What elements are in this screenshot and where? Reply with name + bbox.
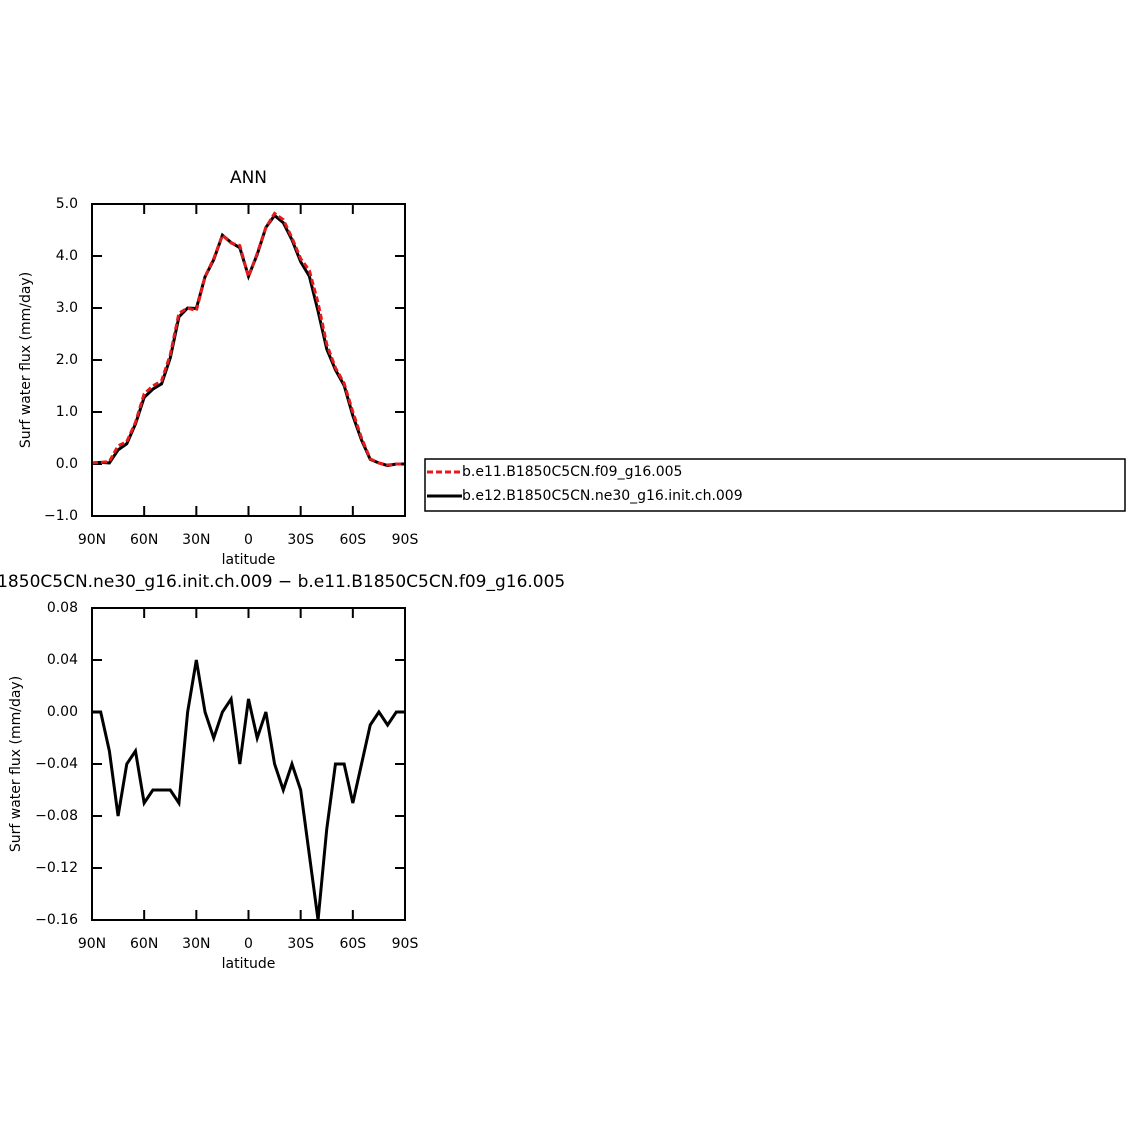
- x-tick-label: 30S: [287, 936, 314, 952]
- plot-frame: [91, 607, 406, 921]
- y-tick-label: 3.0: [56, 300, 78, 316]
- y-tick-label: −0.16: [35, 912, 78, 928]
- y-tick-label: 1.0: [56, 404, 78, 420]
- data-line: [92, 659, 405, 921]
- y-axis-label: Surf water flux (mm/day): [8, 676, 24, 852]
- y-tick-label: −0.08: [35, 808, 78, 824]
- plot-frame: [91, 203, 406, 517]
- y-axis-label: Surf water flux (mm/day): [18, 272, 34, 448]
- x-tick-label: 30N: [182, 532, 210, 548]
- x-tick-label: 30S: [287, 532, 314, 548]
- x-axis-label: latitude: [222, 552, 276, 568]
- x-tick-label: 0: [244, 936, 253, 952]
- y-tick-label: −0.04: [35, 756, 78, 772]
- y-tick-label: 0.04: [47, 652, 78, 668]
- y-tick-label: 5.0: [56, 196, 78, 212]
- x-tick-label: 60S: [339, 532, 366, 548]
- x-axis-label: latitude: [222, 956, 276, 972]
- x-tick-label: 90S: [392, 532, 419, 548]
- y-tick-label: 0.0: [56, 456, 78, 472]
- y-tick-label: −1.0: [44, 508, 78, 524]
- x-tick-label: 60N: [130, 532, 158, 548]
- y-tick-label: 4.0: [56, 248, 78, 264]
- legend-label: b.e11.B1850C5CN.f09_g16.005: [462, 464, 682, 480]
- chart-title: ANN: [230, 168, 267, 188]
- x-tick-label: 90N: [78, 532, 106, 548]
- legend-label: b.e12.B1850C5CN.ne30_g16.init.ch.009: [462, 488, 743, 504]
- x-tick-label: 30N: [182, 936, 210, 952]
- x-tick-label: 60S: [339, 936, 366, 952]
- chart-title: b.e12.B1850C5CN.ne30_g16.init.ch.009 − b…: [0, 572, 565, 592]
- legend-box: [424, 458, 1126, 512]
- x-tick-label: 90S: [392, 936, 419, 952]
- data-line: [91, 211, 405, 467]
- y-tick-label: 0.00: [47, 704, 78, 720]
- x-tick-label: 0: [244, 532, 253, 548]
- x-tick-label: 60N: [130, 936, 158, 952]
- y-tick-label: −0.12: [35, 860, 78, 876]
- y-tick-label: 2.0: [56, 352, 78, 368]
- x-tick-label: 90N: [78, 936, 106, 952]
- y-tick-label: 0.08: [47, 600, 78, 616]
